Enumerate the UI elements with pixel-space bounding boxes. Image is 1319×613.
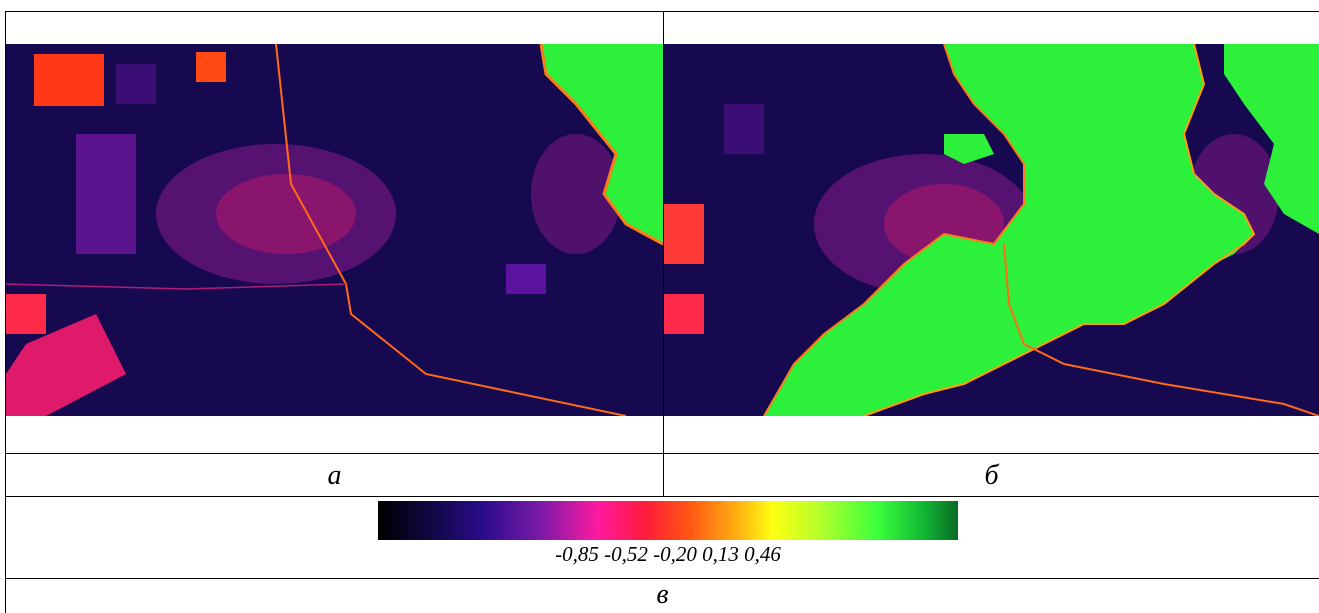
panel-caption-a: а	[327, 460, 342, 491]
row-divider-1	[5, 453, 1319, 454]
row-divider-2	[5, 496, 1319, 497]
panel-caption-b: б	[984, 460, 999, 491]
figure-caption: в	[656, 579, 669, 610]
satellite-map-panel-a	[6, 44, 663, 416]
row-divider-3	[5, 578, 1319, 579]
column-divider	[663, 11, 664, 496]
index-map-a-image	[6, 44, 663, 416]
table-border-left	[5, 11, 6, 613]
index-map-b-image	[664, 44, 1319, 416]
color-scale-bar	[378, 501, 958, 540]
satellite-map-panel-b	[664, 44, 1319, 416]
table-border-top	[5, 11, 1319, 12]
color-scale-labels: -0,85 -0,52 -0,20 0,13 0,46	[555, 542, 781, 566]
